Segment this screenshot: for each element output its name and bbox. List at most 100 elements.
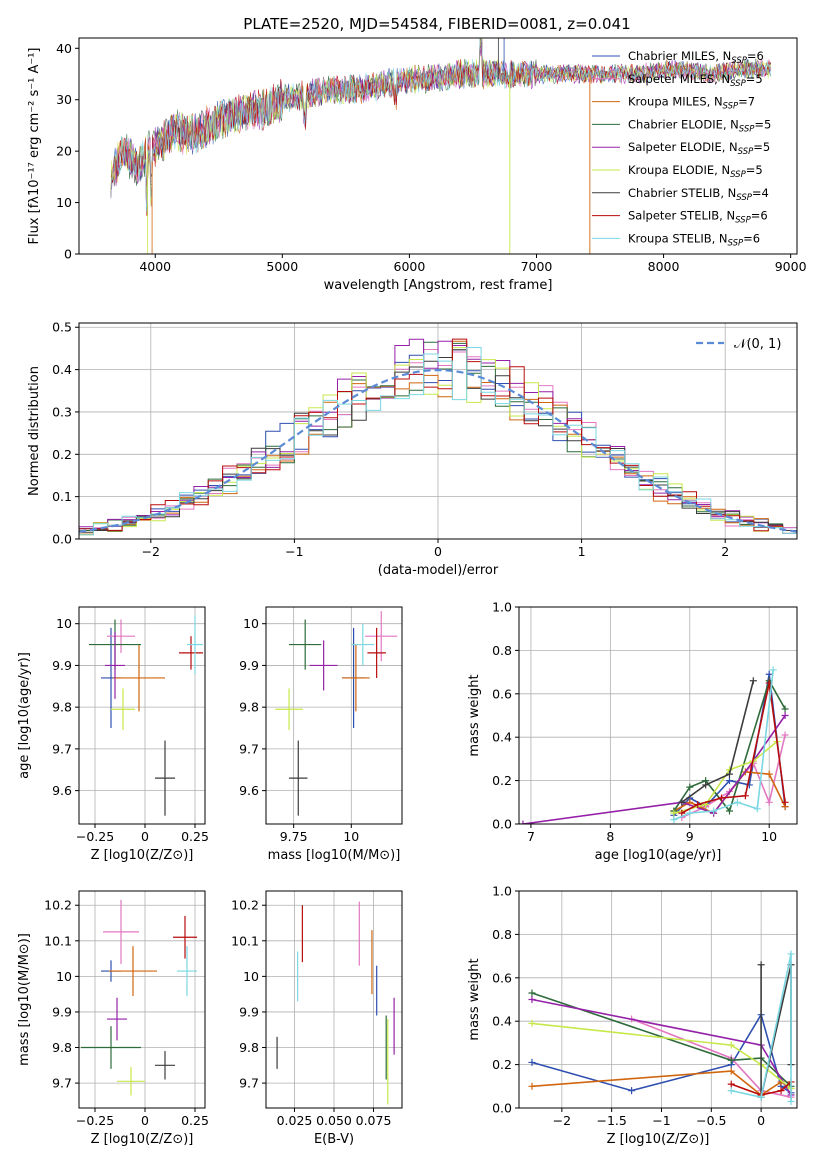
y-tick-label: 10 xyxy=(56,969,72,984)
x-tick-label: 9.75 xyxy=(280,829,308,844)
x-tick-label: −0.5 xyxy=(696,1113,726,1128)
x-tick-label: 4000 xyxy=(139,259,171,274)
x-axis-label: (data-model)/error xyxy=(378,563,499,578)
y-tick-label: 0.2 xyxy=(52,447,72,462)
legend-entry: Salpeter ELODIE, NSSP=5 xyxy=(628,140,770,157)
x-tick-label: 0 xyxy=(141,1113,149,1128)
y-tick-label: 9.8 xyxy=(239,700,259,715)
y-tick-label: 0.8 xyxy=(492,927,512,942)
axes-frame xyxy=(78,606,206,825)
y-axis-label: mass weight xyxy=(467,958,482,1040)
mass-weight-line xyxy=(730,1081,792,1096)
x-tick-label: 0.025 xyxy=(277,1113,313,1128)
y-tick-label: 0.0 xyxy=(492,817,512,832)
y-tick-label: 10.1 xyxy=(231,933,259,948)
mass-weight-marker xyxy=(678,809,686,817)
mass-weight-vs-metallicity-panel: −2 −1.5 −1 −0.5 0 0.0 0.2 0.4 0.6 0.8 1.0 Z [log10(… xyxy=(467,884,798,1147)
y-tick-label: 20 xyxy=(56,144,72,159)
plot-area xyxy=(81,899,197,1096)
mass-weight-line xyxy=(673,669,774,821)
x-tick-label: 6000 xyxy=(394,259,426,274)
mass-vs-metallicity-panel: −0.25 0 0.25 9.7 9.8 9.9 10 10.1 10.2 Z [log10(Z/… xyxy=(17,890,209,1147)
axes-frame xyxy=(78,890,206,1109)
x-tick-label: 7 xyxy=(527,829,535,844)
x-tick-label: 2 xyxy=(721,544,729,559)
x-tick-label: 7000 xyxy=(521,259,553,274)
mass-weight-marker xyxy=(769,666,777,674)
x-tick-label: 9000 xyxy=(775,259,807,274)
x-tick-label: 1 xyxy=(578,544,586,559)
mass-weight-marker xyxy=(733,798,741,806)
mass-weight-marker xyxy=(519,820,527,824)
mass-weight-marker xyxy=(686,783,694,791)
y-tick-label: 40 xyxy=(56,41,72,56)
x-tick-label: 9 xyxy=(686,829,694,844)
x-tick-label: 5000 xyxy=(266,259,298,274)
x-axis-label: Z [log10(Z/Z⊙)] xyxy=(607,1132,710,1147)
y-tick-label: 0.4 xyxy=(52,362,72,377)
y-tick-label: 9.9 xyxy=(239,1004,259,1019)
y-tick-label: 0 xyxy=(64,247,72,262)
mass-weight-line xyxy=(631,1018,792,1098)
spectrum-line xyxy=(110,38,772,216)
residuals-panel: −2 −1 0 1 2 0.0 0.1 0.2 0.3 0.4 0.5 (data-model)/er… xyxy=(27,320,798,578)
mass-weight-line xyxy=(531,1022,792,1090)
y-tick-label: 9.8 xyxy=(52,700,72,715)
mass-weight-marker xyxy=(781,798,789,806)
x-tick-label: 0.050 xyxy=(316,1113,352,1128)
mass-weight-marker xyxy=(741,792,749,800)
y-tick-label: 10 xyxy=(243,969,259,984)
y-tick-label: 9.8 xyxy=(52,1040,72,1055)
mass-weight-marker xyxy=(670,809,678,817)
mass-weight-line xyxy=(522,715,786,824)
y-tick-label: 0.3 xyxy=(52,404,72,419)
x-axis-label: E(B-V) xyxy=(314,1132,354,1147)
y-tick-label: 9.9 xyxy=(52,658,72,673)
y-tick-label: 9.7 xyxy=(239,1076,259,1091)
x-axis-label: age [log10(age/yr)] xyxy=(595,848,722,863)
x-tick-label: −2 xyxy=(142,544,160,559)
x-tick-label: 8 xyxy=(606,829,614,844)
y-tick-label: 9.7 xyxy=(52,1076,72,1091)
y-tick-label: 10 xyxy=(56,195,72,210)
y-tick-label: 1.0 xyxy=(492,884,512,899)
legend-entry: Chabrier MILES, NSSP=6 xyxy=(628,49,764,66)
mass-weight-marker xyxy=(528,1082,536,1090)
legend-entry: Chabrier STELIB, NSSP=4 xyxy=(628,186,769,203)
y-tick-label: 0.2 xyxy=(492,1057,512,1072)
plot-area xyxy=(528,950,795,1105)
mass-weight-marker xyxy=(749,677,757,685)
mass-weight-marker xyxy=(787,1097,795,1105)
plot-area xyxy=(89,615,203,816)
mass-weight-marker xyxy=(765,670,773,678)
y-tick-label: 9.7 xyxy=(239,741,259,756)
mass-weight-line xyxy=(681,682,786,814)
mass-weight-line xyxy=(731,953,792,1102)
legend-entry: Salpeter STELIB, NSSP=6 xyxy=(628,209,768,226)
mass-weight-marker xyxy=(628,1087,636,1095)
mass-weight-marker xyxy=(670,816,678,824)
histogram-step xyxy=(79,347,797,539)
mass-weight-line xyxy=(681,680,755,803)
y-tick-label: 9.6 xyxy=(52,783,72,798)
axes-frame xyxy=(518,606,798,825)
y-tick-label: 10 xyxy=(243,616,259,631)
y-tick-label: 1.0 xyxy=(492,600,512,615)
mass-weight-marker xyxy=(781,731,789,739)
y-tick-label: 0.0 xyxy=(492,1101,512,1116)
y-tick-label: 10 xyxy=(56,616,72,631)
mass-weight-marker xyxy=(725,807,733,815)
x-tick-label: 10 xyxy=(761,829,777,844)
mass-weight-marker xyxy=(725,777,733,785)
legend-entry: Kroupa MILES, NSSP=7 xyxy=(628,95,755,112)
x-tick-label: −2 xyxy=(553,1113,571,1128)
y-axis-label: mass weight xyxy=(467,674,482,756)
x-tick-label: 0 xyxy=(434,544,442,559)
mass-weight-marker xyxy=(757,1093,765,1101)
mass-weight-marker xyxy=(678,798,686,806)
legend-entry: Kroupa STELIB, NSSP=6 xyxy=(628,231,760,248)
spectrum-panel: 4000 5000 6000 7000 8000 9000 0 10 20 30 40 wavelen… xyxy=(27,37,807,293)
mass-weight-marker xyxy=(727,1041,735,1049)
axes-frame xyxy=(78,37,798,255)
x-tick-label: −1 xyxy=(652,1113,670,1128)
